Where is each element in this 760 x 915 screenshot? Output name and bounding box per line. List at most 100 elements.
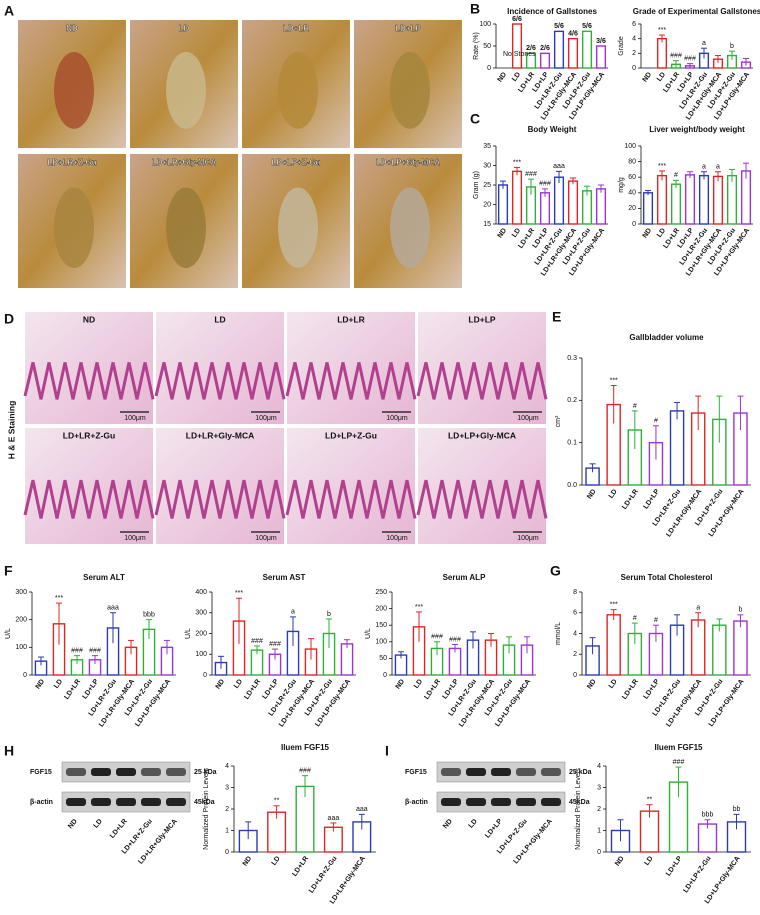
significance-label: a [702, 164, 706, 171]
blot-band [141, 768, 161, 776]
x-tick-label: ND [497, 227, 509, 239]
scale-bar-label: 100μm [517, 535, 539, 542]
x-tick-label: ND [395, 678, 407, 690]
gallbladder [54, 52, 94, 129]
blot-lane-label: LD [468, 818, 479, 830]
tissue-fold [285, 362, 417, 400]
value-label: 3/6 [596, 38, 606, 45]
bar [712, 624, 727, 676]
y-tick-label: 1 [225, 827, 229, 834]
blot-band [466, 768, 486, 776]
side-label: H & E Staining [6, 401, 16, 460]
x-tick-label: LD+LP [643, 488, 662, 511]
y-tick-label: 4 [225, 763, 229, 770]
y-tick-label: 60 [628, 174, 636, 181]
x-tick-label: ND [642, 227, 654, 239]
y-tick-label: 4 [573, 630, 577, 637]
blot-lane-label: ND [442, 818, 454, 830]
note: No Stones [503, 51, 536, 58]
y-tick-label: 0 [383, 672, 387, 679]
blot-lane-label: ND [67, 818, 79, 830]
x-tick-label: ND [242, 855, 254, 867]
y-tick-label: 100 [375, 639, 387, 646]
bar [669, 410, 685, 486]
blot-band [91, 768, 111, 776]
x-tick-label: ND [586, 678, 598, 690]
gallbladder [54, 187, 94, 268]
x-tick-label: LD+LR [621, 488, 640, 511]
x-tick-label: ND [614, 855, 626, 867]
chart-title: Serum Total Cholesterol [621, 573, 713, 582]
histology-image [25, 312, 153, 424]
y-tick-label: 35 [483, 143, 491, 150]
bar [642, 192, 654, 225]
tissue-fold [285, 479, 417, 519]
x-tick-label: LD+LR [243, 678, 262, 701]
tissue-fold [23, 362, 155, 400]
chart-title: Iluem FGF15 [281, 743, 330, 752]
significance-label: ### [670, 53, 682, 60]
blot-band [116, 798, 136, 806]
y-tick-label: 6 [632, 21, 636, 28]
y-axis-label: Normalized Protein Levels [575, 768, 582, 850]
significance-label: bbb [702, 812, 714, 819]
chart-title: Serum AST [263, 573, 306, 582]
histology-label: LD+LR [337, 314, 365, 324]
y-axis-label: U/L [365, 628, 372, 639]
x-tick-label: LD [511, 227, 522, 239]
x-tick-label: LD+LR [291, 855, 310, 878]
blot-size-label: 25 kDa [194, 769, 217, 776]
y-tick-label: 3 [225, 784, 229, 791]
significance-label: *** [658, 163, 666, 170]
histology-image [418, 312, 546, 424]
x-tick-label: ND [642, 71, 654, 83]
bar [497, 184, 509, 225]
gallbladder [390, 187, 430, 268]
bar [656, 37, 668, 69]
significance-label: b [730, 43, 734, 50]
blot-band [541, 798, 561, 806]
bar [690, 619, 706, 676]
blot-band [441, 798, 461, 806]
photo-label: LD+LR+Gly-MCA [152, 158, 217, 167]
histology-label: LD+LP+Z-Gu [325, 430, 377, 440]
x-tick-label: LD+LP+Gly-MCA [134, 678, 172, 728]
blot-row-label: FGF15 [30, 769, 52, 776]
bar [606, 614, 621, 676]
significance-label: ### [525, 171, 537, 178]
y-tick-label: 0.1 [567, 440, 577, 447]
blot-band [491, 798, 511, 806]
bar [726, 174, 738, 225]
significance-label: bbb [143, 612, 155, 619]
y-tick-label: 25 [483, 182, 491, 189]
y-tick-label: 0 [23, 672, 27, 679]
photo-label: LD+LR+Z-Gu [47, 158, 96, 167]
y-tick-label: 0 [573, 672, 577, 679]
y-tick-label: 2 [597, 806, 601, 813]
bar [712, 175, 724, 225]
bar [581, 190, 593, 225]
blot-lane-label: LD [93, 818, 104, 830]
y-tick-label: 300 [15, 589, 27, 596]
scale-bar-label: 100μm [124, 535, 146, 542]
y-tick-label: 4 [632, 36, 636, 43]
gallbladder [390, 52, 430, 129]
bar [511, 170, 523, 225]
significance-label: ### [673, 759, 685, 766]
bar [733, 620, 748, 676]
significance-label: # [674, 172, 678, 179]
y-tick-label: 1 [597, 827, 601, 834]
chart-title: Body Weight [528, 125, 577, 134]
blot-row-label: β-actin [30, 799, 53, 806]
panel-label: G [550, 563, 561, 579]
x-tick-label: LD+LR [63, 678, 82, 701]
blot-band [166, 768, 186, 776]
significance-label: *** [513, 159, 521, 166]
bar [684, 174, 696, 225]
blot-size-label: 45kDa [569, 799, 590, 806]
y-axis-label: U/L [5, 628, 12, 639]
y-tick-label: 200 [15, 617, 27, 624]
significance-label: *** [415, 604, 423, 611]
significance-label: aaa [356, 806, 368, 813]
blot-band [166, 798, 186, 806]
